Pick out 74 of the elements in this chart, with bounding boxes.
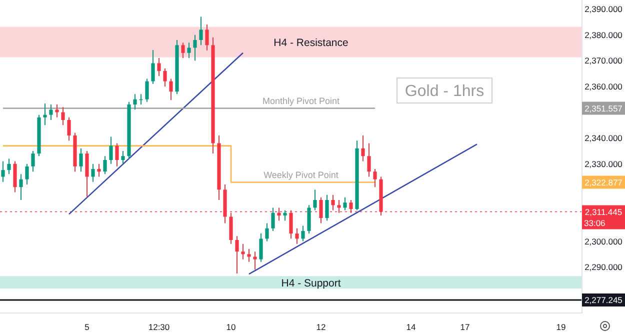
x-tick-label: 10 — [226, 322, 236, 332]
candlestick — [13, 160, 17, 193]
candlestick — [67, 116, 71, 142]
candlestick — [121, 150, 125, 164]
candlestick — [145, 78, 149, 102]
candlestick — [79, 148, 83, 172]
candlestick — [367, 142, 371, 178]
band-label: H4 - Resistance — [274, 37, 349, 50]
x-tick-label: 12 — [316, 322, 326, 332]
y-tick-label: 2,290.000 — [584, 262, 623, 272]
candlestick — [169, 78, 173, 101]
annotation: 2,351.557 — [584, 103, 623, 114]
candlestick — [151, 50, 155, 84]
candlestick — [247, 248, 251, 262]
candlestick — [259, 233, 263, 262]
candlestick — [319, 196, 323, 224]
candlestick — [205, 24, 209, 51]
x-tick-label: 12:30 — [148, 322, 170, 332]
candlestick — [157, 58, 161, 77]
candlestick — [325, 194, 329, 222]
y-tick-label: 2,390.000 — [584, 4, 623, 14]
candlestick — [7, 158, 11, 175]
y-tick-label: 2,370.000 — [584, 56, 623, 66]
candlestick — [109, 136, 113, 164]
candlestick — [235, 236, 239, 274]
candlestick — [25, 163, 29, 185]
candlestick — [301, 225, 305, 242]
candlestick — [55, 104, 59, 118]
ref-line-label: 2,277.245 — [584, 295, 623, 306]
candlestick — [271, 207, 275, 232]
candlestick — [283, 210, 287, 222]
y-tick-label: 2,380.000 — [584, 30, 623, 40]
candlestick — [85, 150, 89, 198]
series-label: Weekly Pivot Point — [264, 170, 339, 180]
candlestick — [103, 156, 107, 175]
y-tick-label: 2,360.000 — [584, 81, 623, 92]
candlestick — [187, 42, 191, 59]
candlestick — [199, 16, 203, 46]
band-label: H4 - Support — [281, 277, 341, 290]
annotation: 2,322.877 — [584, 177, 623, 188]
candlestick — [343, 196, 347, 211]
candlestick — [373, 168, 377, 188]
candlestick — [295, 228, 299, 244]
candlestick — [361, 134, 365, 162]
y-tick-label: 2,300.000 — [584, 236, 623, 246]
x-tick-label: 14 — [406, 322, 416, 332]
candlestick — [31, 150, 35, 172]
candlestick — [307, 204, 311, 234]
candlestick — [331, 194, 335, 211]
candlestick — [133, 94, 137, 110]
candlestick — [253, 251, 257, 270]
x-tick-label: 17 — [460, 322, 470, 332]
y-tick-label: 2,340.000 — [584, 133, 623, 144]
x-tick-label: 5 — [84, 322, 90, 332]
candlestick — [115, 142, 119, 167]
x-tick-label: 19 — [556, 322, 566, 332]
candlestick — [241, 243, 245, 260]
candlestick — [97, 163, 101, 178]
candlestick — [91, 163, 95, 182]
candlestick — [193, 34, 197, 62]
series-label: Monthly Pivot Point — [262, 96, 340, 106]
y-tick-label: 2,330.000 — [584, 158, 623, 169]
candlestick — [265, 222, 269, 242]
candlestick — [313, 189, 317, 211]
ref-line-label: 2,311.445 — [584, 206, 622, 217]
candlestick — [43, 102, 47, 126]
candlestick — [163, 68, 167, 87]
text: Gold - 1hrs — [404, 83, 484, 100]
text: 33:06 — [584, 218, 606, 228]
candlestick — [61, 106, 65, 126]
candlestick — [49, 104, 53, 120]
candlestick — [1, 160, 5, 182]
candlestick — [181, 42, 185, 59]
candlestick — [19, 174, 23, 200]
